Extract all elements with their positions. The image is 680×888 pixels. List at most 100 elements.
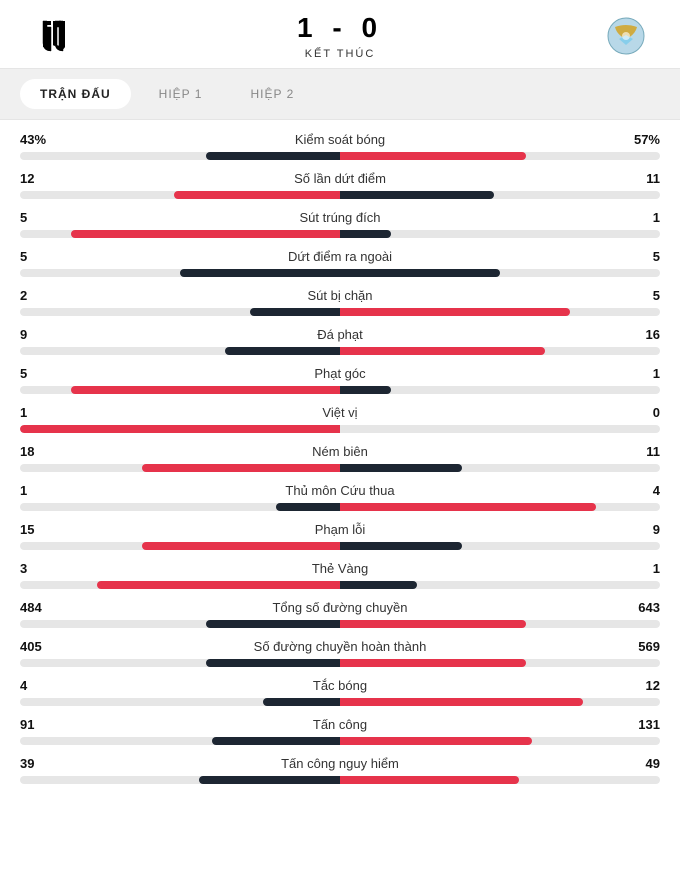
stat-bar-track	[20, 308, 660, 316]
stat-label: Đá phạt	[60, 327, 620, 342]
stat-bar-home	[142, 464, 340, 472]
stat-home-value: 1	[20, 405, 60, 420]
away-team-logo	[602, 12, 650, 60]
stat-away-value: 1	[620, 561, 660, 576]
stat-bar-home	[142, 542, 340, 550]
stat-away-value: 12	[620, 678, 660, 693]
stat-bar-track	[20, 425, 660, 433]
stat-bar-away	[340, 542, 462, 550]
stat-away-value: 1	[620, 366, 660, 381]
stat-bar-home	[71, 230, 340, 238]
stat-bar-track	[20, 347, 660, 355]
stat-row: 43%Kiểm soát bóng57%	[20, 132, 660, 160]
stat-away-value: 11	[620, 171, 660, 186]
stat-row: 1Thủ môn Cứu thua4	[20, 483, 660, 511]
stat-bar-track	[20, 659, 660, 667]
stat-row: 4Tắc bóng12	[20, 678, 660, 706]
stats-list: 43%Kiểm soát bóng57%12Số lần dứt điểm115…	[0, 120, 680, 796]
stat-home-value: 4	[20, 678, 60, 693]
stat-bar-home	[20, 425, 340, 433]
stat-bar-track	[20, 776, 660, 784]
match-header: 1 - 0 KẾT THÚC	[0, 0, 680, 68]
stat-bar-away	[340, 581, 417, 589]
stat-label: Ném biên	[60, 444, 620, 459]
stat-row: 5Phạt góc1	[20, 366, 660, 394]
stat-home-value: 18	[20, 444, 60, 459]
stat-label: Tắc bóng	[60, 678, 620, 693]
stat-row: 91Tấn công131	[20, 717, 660, 745]
stat-label: Phạm lỗi	[60, 522, 620, 537]
stat-bar-home	[206, 152, 340, 160]
stat-label: Thủ môn Cứu thua	[60, 483, 620, 498]
stat-bar-away	[340, 386, 391, 394]
stat-bar-track	[20, 542, 660, 550]
match-status: KẾT THÚC	[297, 48, 383, 60]
stat-home-value: 5	[20, 210, 60, 225]
stat-row: 1Việt vị0	[20, 405, 660, 433]
stat-away-value: 16	[620, 327, 660, 342]
stat-row: 3Thẻ Vàng1	[20, 561, 660, 589]
stat-away-value: 11	[620, 444, 660, 459]
stat-label: Việt vị	[60, 405, 620, 420]
home-team-logo	[30, 12, 78, 60]
stat-label: Thẻ Vàng	[60, 561, 620, 576]
stat-away-value: 569	[620, 639, 660, 654]
stat-label: Sút trúng đích	[60, 210, 620, 225]
match-score: 1 - 0	[297, 12, 383, 44]
stat-bar-away	[340, 659, 526, 667]
stat-away-value: 131	[620, 717, 660, 732]
stat-row: 5Sút trúng đích1	[20, 210, 660, 238]
tab-2[interactable]: HIỆP 2	[230, 79, 314, 109]
stat-bar-away	[340, 347, 545, 355]
stat-home-value: 2	[20, 288, 60, 303]
stat-row: 9Đá phạt16	[20, 327, 660, 355]
stat-bar-home	[71, 386, 340, 394]
stat-home-value: 39	[20, 756, 60, 771]
stat-row: 5Dứt điểm ra ngoài5	[20, 249, 660, 277]
stat-bar-track	[20, 581, 660, 589]
stat-home-value: 3	[20, 561, 60, 576]
stat-bar-away	[340, 620, 526, 628]
stat-away-value: 49	[620, 756, 660, 771]
tab-1[interactable]: HIỆP 1	[139, 79, 223, 109]
stat-bar-track	[20, 386, 660, 394]
stat-label: Số lần dứt điểm	[60, 171, 620, 186]
stat-bar-track	[20, 620, 660, 628]
stat-row: 15Phạm lỗi9	[20, 522, 660, 550]
stat-bar-home	[276, 503, 340, 511]
score-block: 1 - 0 KẾT THÚC	[297, 12, 383, 60]
stat-away-value: 57%	[620, 132, 660, 147]
stat-label: Tấn công	[60, 717, 620, 732]
stat-label: Số đường chuyền hoàn thành	[60, 639, 620, 654]
stat-label: Phạt góc	[60, 366, 620, 381]
stat-bar-home	[206, 659, 340, 667]
tabs: TRẬN ĐẤU HIỆP 1HIỆP 2	[0, 68, 680, 120]
stat-bar-home	[174, 191, 340, 199]
stat-home-value: 9	[20, 327, 60, 342]
stat-label: Kiểm soát bóng	[60, 132, 620, 147]
stat-home-value: 5	[20, 366, 60, 381]
stat-label: Tấn công nguy hiểm	[60, 756, 620, 771]
stat-bar-home	[206, 620, 340, 628]
stat-bar-home	[180, 269, 340, 277]
stat-away-value: 1	[620, 210, 660, 225]
stat-bar-track	[20, 464, 660, 472]
stat-bar-track	[20, 737, 660, 745]
stat-bar-track	[20, 698, 660, 706]
stat-bar-away	[340, 308, 570, 316]
stat-bar-home	[199, 776, 340, 784]
stat-bar-home	[263, 698, 340, 706]
stat-label: Dứt điểm ra ngoài	[60, 249, 620, 264]
stat-away-value: 9	[620, 522, 660, 537]
stat-bar-away	[340, 737, 532, 745]
stat-bar-track	[20, 503, 660, 511]
stat-bar-home	[212, 737, 340, 745]
stat-away-value: 643	[620, 600, 660, 615]
stat-bar-home	[250, 308, 340, 316]
stat-bar-away	[340, 698, 583, 706]
stat-bar-away	[340, 464, 462, 472]
stat-home-value: 484	[20, 600, 60, 615]
stat-bar-away	[340, 191, 494, 199]
stat-home-value: 5	[20, 249, 60, 264]
tab-0[interactable]: TRẬN ĐẤU	[20, 79, 131, 109]
